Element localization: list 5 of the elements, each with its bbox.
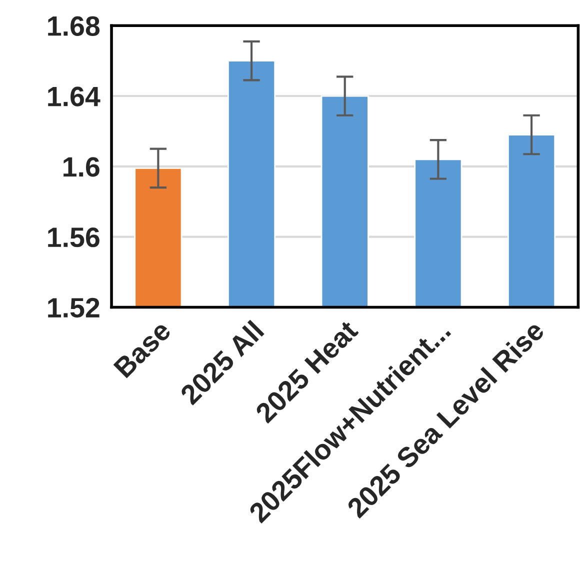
y-tick-label: 1.6 xyxy=(64,157,100,177)
y-tick-label: 1.68 xyxy=(48,16,100,36)
y-tick-label: 1.52 xyxy=(48,298,100,318)
y-tick-label: 1.64 xyxy=(48,86,100,106)
y-tick-label: 1.56 xyxy=(48,228,100,248)
